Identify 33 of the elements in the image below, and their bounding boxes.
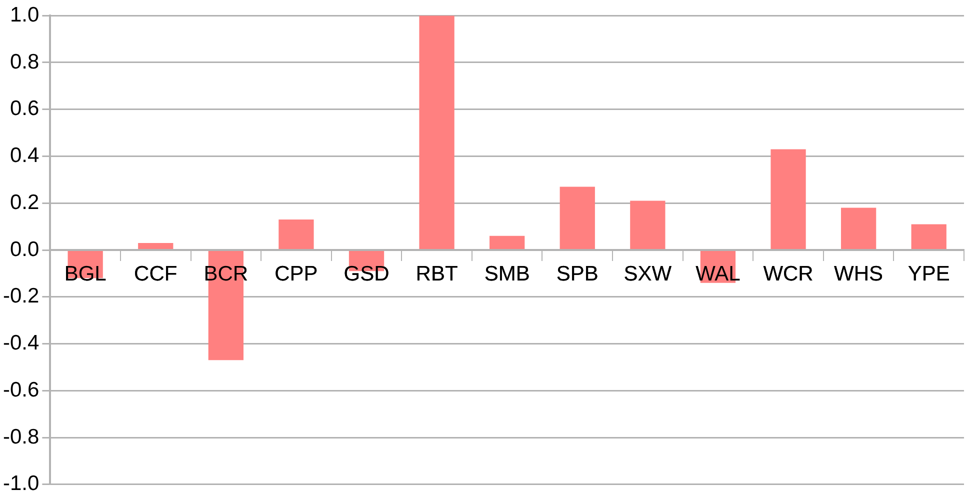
y-tick-label: 0.6	[10, 97, 40, 120]
y-tick-label: 0.0	[10, 238, 40, 261]
bar	[278, 220, 314, 250]
x-tick-label: WCR	[763, 262, 814, 286]
y-tick-label: -0.2	[3, 284, 40, 308]
y-tick-label: 0.4	[10, 144, 40, 168]
x-tick-label: YPE	[908, 262, 950, 286]
x-tick-label: CPP	[274, 262, 318, 286]
bar	[630, 200, 666, 250]
bar	[490, 236, 525, 250]
y-tick-label: -0.4	[3, 332, 40, 355]
bar	[911, 224, 946, 250]
x-tick-label: CCF	[134, 262, 178, 286]
x-tick-label: SPB	[556, 262, 598, 286]
y-tick-label: -1.0	[3, 472, 40, 496]
x-tick-label: SXW	[624, 262, 672, 286]
x-tick-label: WAL	[696, 262, 740, 286]
x-tick-label: WHS	[834, 262, 884, 286]
y-tick-label: 1.0	[10, 3, 40, 26]
x-tick-label: BCR	[204, 262, 248, 286]
y-tick-label: -0.6	[3, 378, 40, 402]
x-tick-label: BGL	[64, 262, 106, 286]
bar	[138, 242, 174, 250]
x-tick-label: GSD	[344, 262, 390, 286]
bar	[419, 16, 454, 250]
bar	[770, 149, 806, 250]
bar	[840, 208, 876, 250]
x-tick-label: RBT	[416, 262, 458, 286]
y-tick-label: -0.8	[3, 425, 40, 448]
y-tick-label: 0.2	[10, 190, 40, 214]
bar	[560, 186, 595, 250]
y-tick-label: 0.8	[10, 50, 40, 74]
x-tick-label: SMB	[484, 262, 530, 286]
